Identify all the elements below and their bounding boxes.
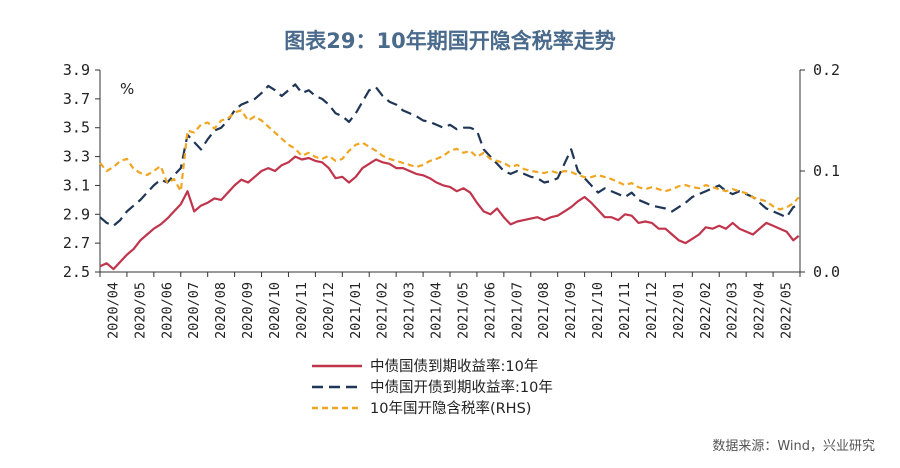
x-tick-label: 2021/08 (536, 282, 552, 339)
left-tick-label: 3.1 (63, 176, 90, 194)
x-tick-label: 2020/09 (240, 282, 256, 339)
series-line-2 (99, 109, 800, 211)
x-tick-label: 2020/11 (294, 282, 310, 339)
x-tick-label: 2020/06 (159, 282, 175, 339)
right-tick-label: 0.1 (813, 162, 840, 180)
left-tick-label: 2.7 (63, 234, 90, 252)
x-tick-label: 2021/12 (644, 282, 660, 339)
x-tick-label: 2021/01 (348, 282, 364, 339)
x-tick-label: 2022/05 (779, 282, 795, 339)
legend-label-2: 10年国开隐含税率(RHS) (370, 400, 531, 417)
x-axis-ticks: 2020/04 2020/05 2020/06 2020/07 2020/08 2020/… (99, 272, 801, 339)
series-line-0 (99, 155, 800, 271)
series-lines (99, 83, 800, 271)
right-tick-label: 0.0 (813, 263, 840, 281)
x-tick-label: 2021/07 (509, 282, 525, 339)
x-tick-label: 2020/12 (321, 282, 337, 339)
x-tick-label: 2021/02 (375, 282, 391, 339)
left-tick-label: 3.3 (63, 148, 90, 166)
plot-area: 3.9 3.7 3.5 3.3 3.1 2.9 2.7 2.5 0.2 0.1 0.0 2020/… (63, 61, 840, 339)
x-tick-label: 2021/09 (563, 282, 579, 339)
source-note: 数据来源：Wind，兴业研究 (712, 439, 875, 454)
left-tick-label: 2.5 (63, 263, 90, 281)
left-tick-label: 3.5 (63, 119, 90, 137)
x-tick-label: 2021/05 (455, 282, 471, 339)
x-tick-label: 2022/01 (671, 282, 687, 339)
x-tick-label: 2021/04 (429, 282, 445, 339)
left-tick-label: 3.7 (63, 90, 90, 108)
x-tick-label: 2020/05 (132, 282, 148, 339)
left-tick-label: 2.9 (63, 205, 90, 223)
x-tick-label: 2022/04 (752, 282, 768, 339)
x-tick-label: 2021/03 (402, 282, 418, 339)
unit-label: % (120, 80, 134, 98)
chart-title: 图表29：10年期国开隐含税率走势 (284, 29, 615, 53)
legend-label-0: 中债国债到期收益率:10年 (370, 358, 538, 375)
x-tick-label: 2020/10 (267, 282, 283, 339)
right-axis-ticks: 0.2 0.1 0.0 (800, 61, 840, 281)
series-line-1 (99, 83, 799, 227)
x-tick-label: 2020/08 (213, 282, 229, 339)
x-tick-label: 2021/10 (590, 282, 606, 339)
legend-label-1: 中债国开债到期收益率:10年 (370, 379, 553, 396)
left-tick-label: 3.9 (63, 61, 90, 79)
x-tick-label: 2021/06 (482, 282, 498, 339)
x-tick-label: 2021/11 (617, 282, 633, 339)
x-tick-label: 2022/02 (698, 282, 714, 339)
x-tick-label: 2020/07 (186, 282, 202, 339)
x-tick-label: 2022/03 (725, 282, 741, 339)
x-tick-label: 2020/04 (105, 282, 121, 339)
left-axis-ticks: 3.9 3.7 3.5 3.3 3.1 2.9 2.7 2.5 (63, 61, 100, 281)
right-tick-label: 0.2 (813, 61, 840, 79)
